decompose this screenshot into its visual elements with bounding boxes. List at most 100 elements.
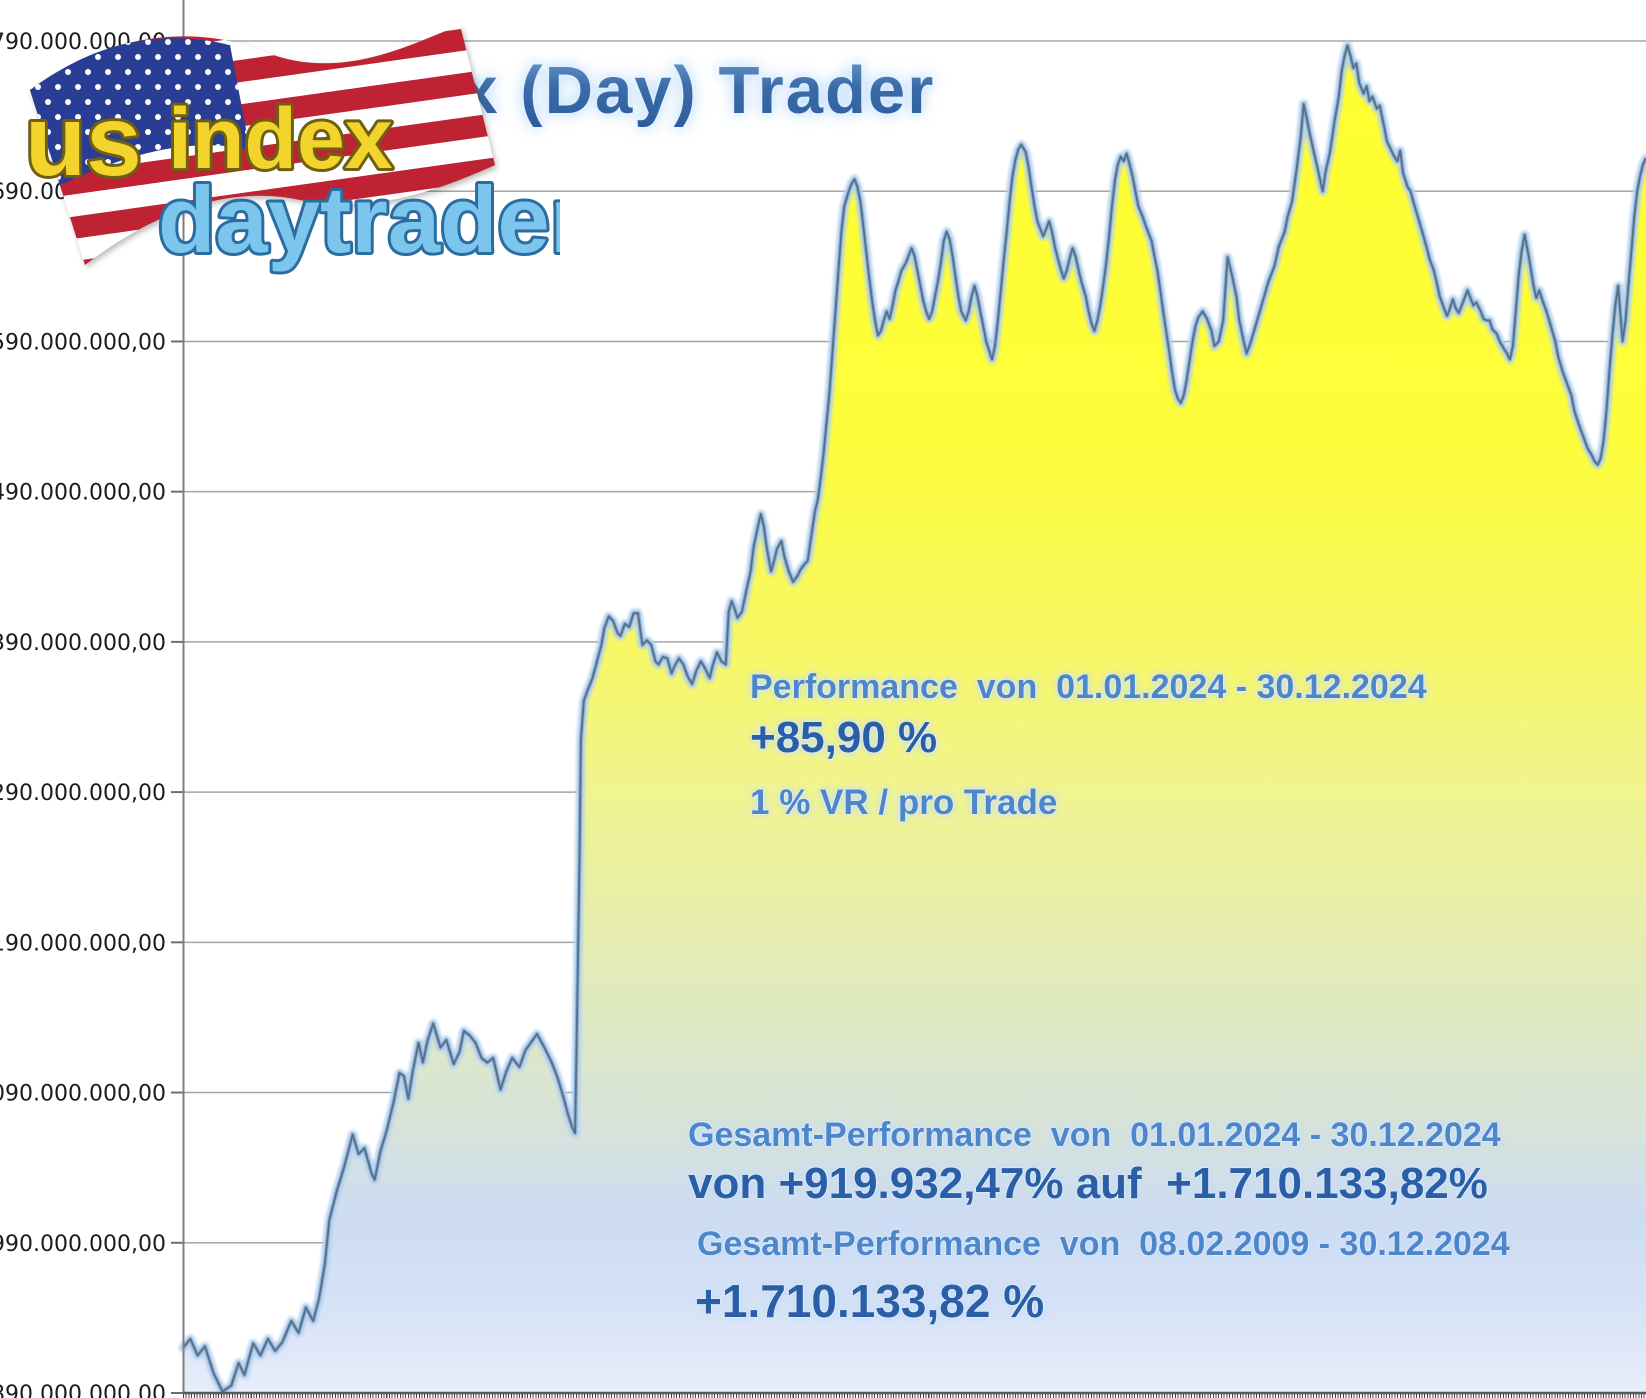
flag-star [85,159,91,165]
flag-star [95,54,101,60]
flag-star [30,69,31,75]
flag-star [115,144,121,150]
y-axis-tick-label: 890.000.000,00 [0,1382,166,1398]
total-performance-period-label: Gesamt-Performance von 01.01.2024 - 30.1… [688,1116,1501,1154]
flag-star [125,69,131,75]
flag-star [45,99,51,105]
flag-star [195,84,201,90]
equity-area-fill [183,45,1646,1393]
flag-star [185,69,191,75]
logo-word-us: us [25,85,142,197]
flag-star [75,114,81,120]
equity-line [182,44,1646,1393]
flag-stripe [30,117,495,235]
flag-star [85,99,91,105]
flag-star [225,69,231,75]
since-inception-value: +1.710.133,82 % [695,1275,1045,1327]
flag-star [105,69,111,75]
flag-star [55,54,61,60]
flag-star [155,114,161,120]
flag-star [145,39,151,45]
flag-star [215,84,221,90]
flag-star [75,144,81,150]
flag-star [45,129,51,135]
flag-star [30,39,31,45]
flag-star [115,84,121,90]
flag-star [205,129,211,135]
flag-star [235,114,241,120]
flag-star [65,69,71,75]
flag-star [55,144,61,150]
flag-star [185,129,191,135]
flag-star [205,99,211,105]
y-axis-tick-label: 1.490.000.000,00 [0,481,166,506]
flag-star [125,39,131,45]
y-axis-tick-label: 1.190.000.000,00 [0,931,166,956]
flag-star [115,54,121,60]
y-axis-tick-label: 990.000.000,00 [0,1232,166,1257]
flag-star [135,144,141,150]
flag-star [185,99,191,105]
total-performance-annotation: Gesamt-Performance von 01.01.2024 - 30.1… [688,1116,1510,1328]
flag-star [175,54,181,60]
flag-star [35,54,41,60]
flag-star [95,114,101,120]
performance-annotation: Performance von 01.01.2024 - 30.12.2024 … [750,668,1427,823]
flag-star [85,129,91,135]
flag-star [75,84,81,90]
flag-star [85,69,91,75]
flag-star [35,84,41,90]
logo-word-daytrader: daytrader [158,167,560,272]
flag-star [105,39,111,45]
flag-star [205,69,211,75]
flag-star [115,114,121,120]
y-axis-tick-label: 1.590.000.000,00 [0,330,166,355]
flag-star [95,84,101,90]
flag-star [225,99,231,105]
flag-stripe [30,139,495,256]
flag-star [195,54,201,60]
flag-star [75,54,81,60]
flag-star [145,99,151,105]
flag-star [125,99,131,105]
flag-star [105,129,111,135]
flag-star [65,159,71,165]
flag-star [135,54,141,60]
flag-star [175,84,181,90]
flag-star [175,114,181,120]
y-axis-tick-label: 1.090.000.000,00 [0,1082,166,1107]
flag-stripe [30,25,495,38]
flag-star [145,69,151,75]
flag-star [135,114,141,120]
y-axis-tick-label: 1.290.000.000,00 [0,781,166,806]
flag-star [65,129,71,135]
flag-star [45,69,51,75]
flag-star [125,129,131,135]
logo-word-index: index [168,91,393,187]
flag-star [155,144,161,150]
flag-star [165,129,171,135]
flag-star [155,84,161,90]
flag-star [45,39,51,45]
flag-star [135,84,141,90]
area-series [178,41,1646,1396]
flag-star [165,39,171,45]
flag-star [145,129,151,135]
flag-star [105,159,111,165]
y-axis-tick-label: 1.390.000.000,00 [0,631,166,656]
flag-star [215,114,221,120]
performance-value: +85,90 % [750,713,938,762]
flag-star [215,54,221,60]
us-index-daytrader-logo: us index daytrader [22,25,560,275]
risk-per-trade-label: 1 % VR / pro Trade [750,783,1058,822]
flag-star [105,99,111,105]
flag-canton [30,38,250,185]
flag-star [155,54,161,60]
since-inception-period-label: Gesamt-Performance von 08.02.2009 - 30.1… [697,1225,1510,1263]
flag-stripe [30,95,495,213]
flag-star [165,69,171,75]
performance-period-label: Performance von 01.01.2024 - 30.12.2024 [750,668,1427,706]
flag-star [55,84,61,90]
